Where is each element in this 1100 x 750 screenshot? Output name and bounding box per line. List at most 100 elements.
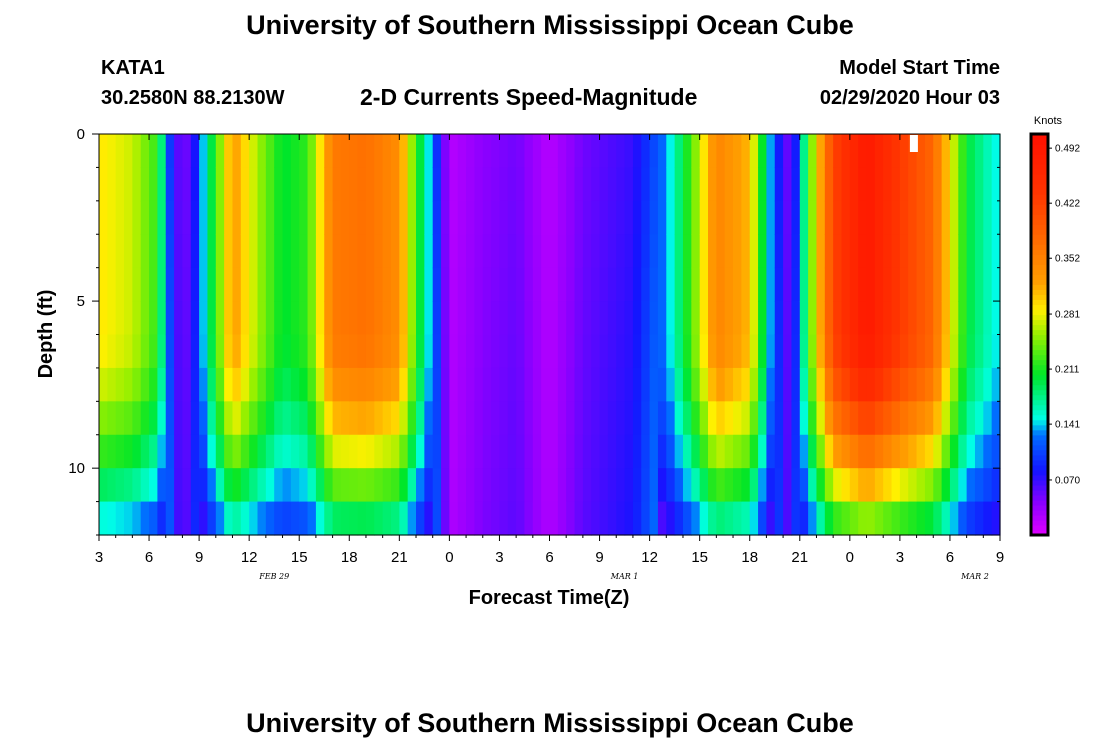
heatmap-cell	[716, 167, 726, 202]
heatmap-cell	[958, 367, 968, 402]
heatmap-cell	[249, 501, 259, 536]
heatmap-cell	[299, 501, 309, 536]
heatmap-cell	[733, 468, 742, 503]
heatmap-cell	[866, 301, 876, 336]
heatmap-cell	[691, 468, 701, 503]
heatmap-cell	[340, 167, 350, 202]
heatmap-cell	[607, 267, 617, 302]
heatmap-cell	[858, 200, 868, 235]
heatmap-cell	[657, 434, 667, 469]
heatmap-cell	[374, 468, 384, 503]
heatmap-cell	[958, 134, 968, 169]
heatmap-cell	[290, 334, 300, 369]
heatmap-cell	[791, 267, 801, 302]
colorbar-segment	[1031, 264, 1048, 270]
heatmap-cell	[499, 301, 509, 336]
heatmap-cell	[199, 501, 209, 536]
heatmap-cell	[958, 267, 968, 302]
heatmap-cell	[190, 434, 200, 469]
heatmap-cell	[899, 301, 909, 336]
heatmap-cell	[115, 334, 125, 369]
heatmap-cell	[466, 234, 476, 269]
heatmap-cell	[783, 267, 793, 302]
heatmap-cell	[349, 234, 359, 269]
colorbar-segment	[1031, 339, 1048, 346]
heatmap-cell	[733, 234, 742, 269]
heatmap-cell	[991, 301, 1001, 336]
heatmap-cell	[215, 267, 225, 302]
heatmap-cell	[190, 468, 200, 503]
heatmap-cell	[232, 200, 242, 235]
heatmap-cell	[924, 434, 934, 469]
heatmap-cell	[224, 200, 234, 235]
heatmap-cell	[407, 301, 417, 336]
heatmap-cell	[365, 234, 375, 269]
heatmap-cell	[507, 301, 517, 336]
heatmap-cell	[299, 468, 309, 503]
colorbar-unit-label: Knots	[1034, 115, 1063, 127]
heatmap-cell	[174, 468, 184, 503]
heatmap-cell	[374, 334, 384, 369]
heatmap-cell	[374, 367, 384, 402]
heatmap-cell	[349, 434, 359, 469]
heatmap-cell	[808, 434, 818, 469]
heatmap-cell	[799, 334, 809, 369]
heatmap-cell	[282, 301, 292, 336]
heatmap-cell	[190, 301, 200, 336]
heatmap-cell	[741, 401, 751, 436]
heatmap-cell	[699, 434, 709, 469]
heatmap-cell	[582, 267, 592, 302]
heatmap-cell	[599, 200, 609, 235]
heatmap-cell	[99, 167, 108, 202]
heatmap-cell	[365, 267, 375, 302]
heatmap-cell	[215, 200, 225, 235]
colorbar-segment	[1031, 169, 1048, 175]
heatmap-cell	[766, 200, 776, 235]
heatmap-cell	[432, 234, 442, 269]
y-tick-label: 0	[77, 126, 85, 143]
x-tick-label: 9	[996, 549, 1004, 566]
heatmap-cell	[240, 200, 250, 235]
heatmap-cell	[274, 267, 284, 302]
heatmap-cell	[390, 134, 400, 169]
heatmap-cell	[699, 468, 709, 503]
heatmap-cell	[357, 334, 367, 369]
heatmap-cell	[532, 501, 542, 536]
heatmap-cell	[799, 301, 809, 336]
heatmap-cell	[699, 200, 709, 235]
heatmap-cell	[132, 367, 142, 402]
heatmap-cell	[240, 267, 250, 302]
heatmap-cell	[224, 434, 234, 469]
heatmap-cell	[624, 434, 634, 469]
heatmap-cell	[365, 301, 375, 336]
heatmap-cell	[290, 134, 300, 169]
heatmap-cell	[466, 501, 476, 536]
heatmap-cell	[257, 334, 267, 369]
y-axis-label: Depth (ft)	[35, 290, 57, 379]
heatmap-cell	[99, 334, 108, 369]
heatmap-cell	[215, 367, 225, 402]
heatmap-cell	[674, 334, 684, 369]
heatmap-cell	[449, 468, 459, 503]
heatmap-cell	[808, 501, 818, 536]
heatmap-cell	[749, 301, 759, 336]
colorbar-segment	[1031, 244, 1048, 250]
heatmap-cell	[474, 334, 484, 369]
heatmap-cell	[474, 267, 484, 302]
heatmap-cell	[708, 200, 717, 235]
heatmap-cell	[332, 301, 342, 336]
heatmap-cell	[324, 401, 334, 436]
heatmap-cell	[833, 234, 843, 269]
heatmap-cell	[974, 134, 984, 169]
heatmap-cell	[924, 367, 934, 402]
heatmap-cell	[407, 200, 417, 235]
heatmap-cell	[691, 234, 701, 269]
heatmap-cell	[616, 367, 626, 402]
heatmap-cell	[474, 200, 484, 235]
heatmap-cell	[866, 134, 876, 169]
heatmap-cell	[599, 234, 609, 269]
model-start-time: 02/29/2020 Hour 03	[819, 87, 1000, 109]
heatmap-cell	[332, 200, 342, 235]
heatmap-cell	[157, 468, 167, 503]
heatmap-cell	[257, 468, 267, 503]
